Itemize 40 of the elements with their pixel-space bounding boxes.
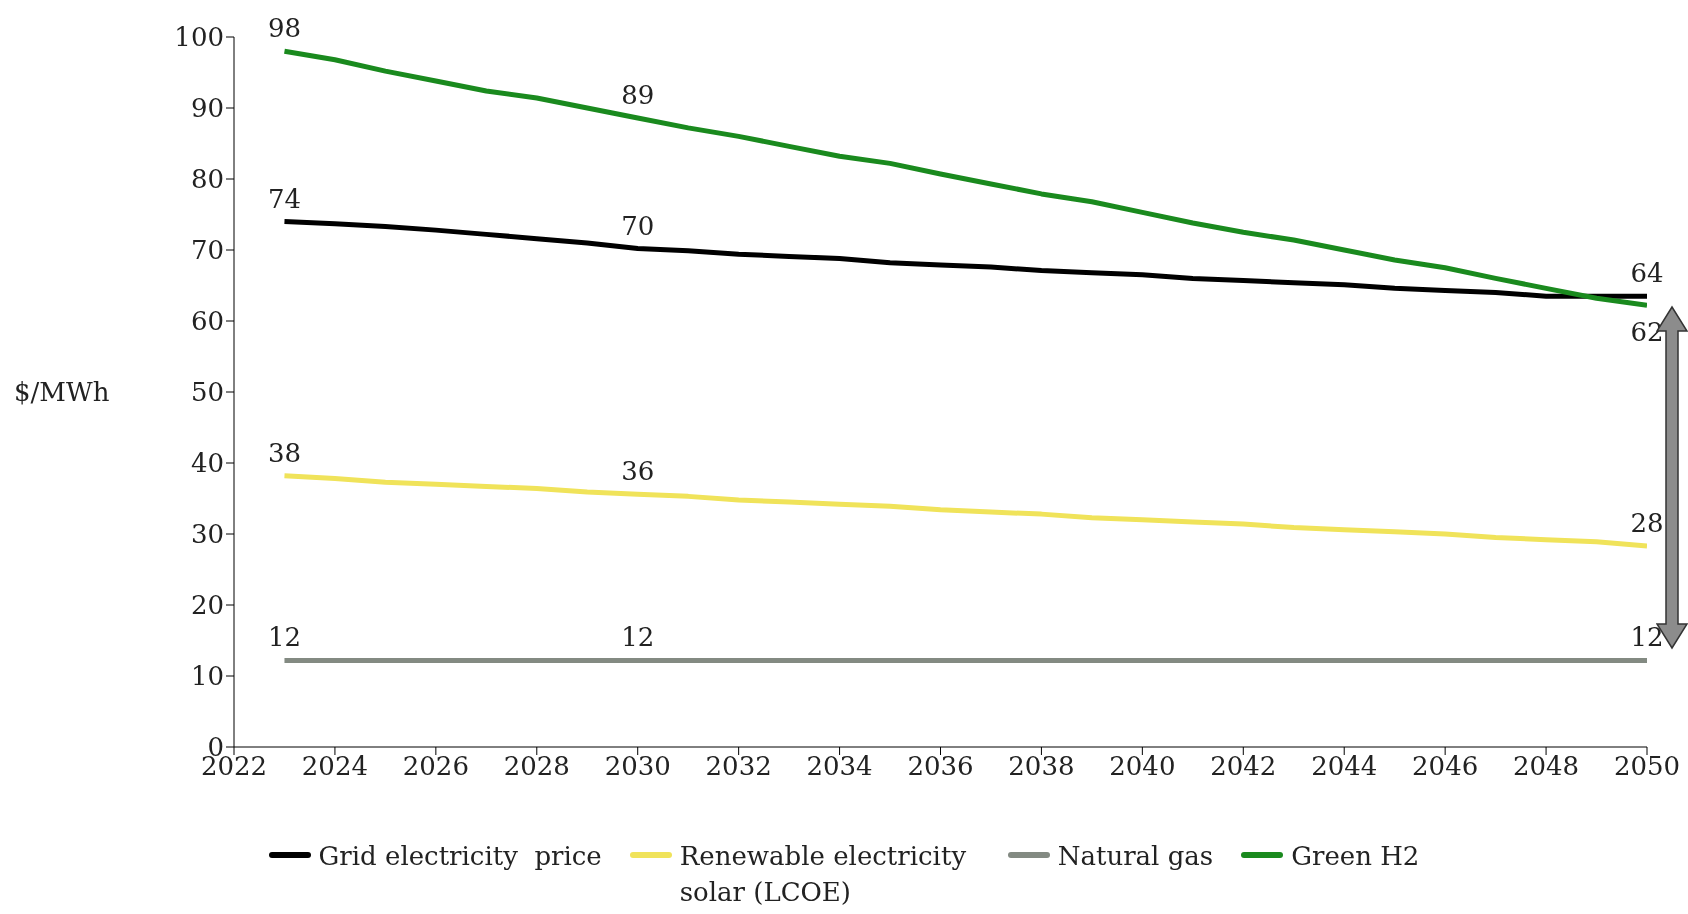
y-axis-title: $/MWh	[14, 377, 110, 408]
y-tick-label: 40	[190, 448, 224, 479]
x-tick-label: 2028	[503, 751, 570, 782]
y-tick-label: 70	[190, 235, 224, 266]
y-tick-label: 30	[190, 519, 224, 550]
y-tick-label: 10	[190, 661, 224, 692]
data-label: 12	[267, 622, 302, 653]
y-tick-label: 50	[190, 377, 224, 408]
data-label: 70	[621, 210, 655, 241]
y-tick-label: 60	[190, 306, 224, 337]
data-label: 98	[267, 13, 302, 44]
legend-label: Green H2	[1291, 840, 1420, 873]
x-tick-label: 2042	[1210, 751, 1277, 782]
data-label: 38	[267, 437, 302, 468]
x-tick-label: 2040	[1109, 751, 1176, 782]
data-label: 64	[1630, 258, 1664, 289]
x-tick-label: 2036	[907, 751, 974, 782]
x-tick-label: 2038	[1008, 751, 1075, 782]
data-label: 12	[1630, 622, 1664, 653]
x-tick-label: 2024	[301, 751, 369, 782]
x-tick-label: 2030	[604, 751, 671, 782]
x-tick-label: 2034	[806, 751, 873, 782]
data-label: 89	[621, 79, 655, 110]
y-tick-label: 80	[190, 164, 224, 195]
x-tick-label: 2044	[1311, 751, 1378, 782]
x-tick-label: 2032	[705, 751, 772, 782]
y-tick-label: 90	[190, 93, 224, 124]
data-label: 12	[621, 622, 655, 653]
x-tick-label: 2048	[1512, 751, 1580, 782]
legend-label: Natural gas	[1057, 840, 1214, 873]
data-label: 36	[621, 456, 655, 487]
legend-label: Grid electricity price	[318, 840, 602, 873]
y-tick-label: 100	[174, 22, 224, 53]
data-label: 74	[267, 183, 302, 214]
x-tick-label: 2026	[402, 751, 469, 782]
legend-label: Renewable electricity solar (LCOE)	[679, 840, 968, 909]
x-tick-label: 2046	[1412, 751, 1479, 782]
y-tick-label: 20	[190, 590, 224, 621]
x-tick-label: 2050	[1613, 751, 1681, 782]
data-label: 28	[1630, 508, 1664, 539]
